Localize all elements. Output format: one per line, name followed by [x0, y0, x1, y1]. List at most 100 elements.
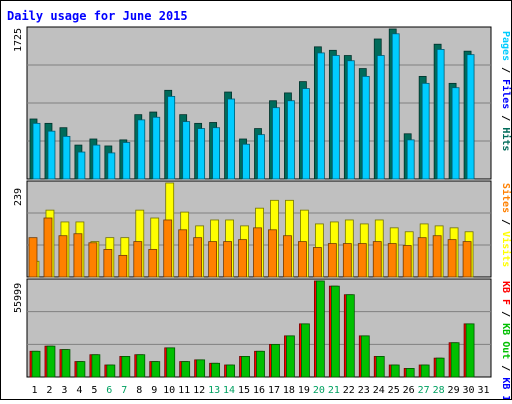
- kbytes-in-bar: [286, 335, 295, 378]
- day-label: 29: [448, 385, 460, 396]
- pages-bar: [62, 135, 71, 180]
- pages-bar: [466, 54, 475, 180]
- sites-bar: [432, 235, 442, 278]
- top-panel-legend: Pages / Files / Hits: [500, 31, 511, 151]
- day-label: 19: [298, 385, 310, 396]
- kbytes-in-bar: [315, 280, 325, 378]
- sites-bar: [327, 243, 337, 278]
- kbytes-in-bar: [465, 323, 475, 378]
- day-label: 18: [283, 385, 295, 396]
- kbytes-in-bar: [166, 347, 176, 378]
- sites-bar: [387, 243, 397, 278]
- day-label: 25: [388, 385, 400, 396]
- day-label: 20: [313, 385, 325, 396]
- pages-bar: [316, 52, 325, 180]
- day-label: 4: [76, 385, 82, 396]
- pages-bar: [47, 130, 56, 180]
- pages-bar: [227, 98, 235, 180]
- pages-bar: [32, 122, 41, 180]
- day-label: 24: [373, 385, 385, 396]
- kbytes-in-bar: [450, 342, 460, 378]
- sites-bar: [312, 247, 322, 278]
- day-label: 15: [238, 385, 250, 396]
- day-label: 30: [463, 385, 475, 396]
- sites-bar: [342, 243, 352, 278]
- sites-bar: [73, 233, 83, 278]
- sites-bar: [372, 241, 382, 278]
- kbytes-in-bar: [360, 335, 370, 378]
- day-label: 27: [418, 385, 430, 396]
- kbytes-panel: [26, 278, 492, 378]
- pages-bar: [391, 33, 400, 180]
- kbytes-in-bar: [390, 364, 400, 378]
- kbytes-in-bar: [271, 344, 280, 378]
- pages-bar: [182, 121, 191, 180]
- sites-bar: [298, 241, 307, 278]
- kbytes-in-bar: [46, 345, 56, 378]
- pages-bar: [92, 144, 101, 180]
- sites-bar: [133, 241, 143, 278]
- sites-bar: [357, 243, 367, 278]
- day-label: 17: [268, 385, 280, 396]
- pages-bar: [331, 55, 340, 180]
- sites-bar: [118, 254, 128, 278]
- top-panel-ymax-label: 1725: [13, 28, 24, 52]
- sites-bar: [223, 241, 232, 278]
- kbytes-in-bar: [76, 361, 86, 378]
- pages-bar: [242, 143, 250, 180]
- day-axis-labels: 1 2 3 4 5 6 7 8 9 10 11 12 13 14 15 16 17 18 19 20 21 22 23 24 2…: [31, 385, 489, 396]
- pages-bar: [257, 134, 265, 180]
- pages-bar: [451, 87, 460, 180]
- day-label: 28: [433, 385, 445, 396]
- sites-bar: [148, 249, 158, 278]
- kbytes-in-bar: [61, 349, 71, 378]
- day-label: 9: [151, 385, 157, 396]
- sites-bar: [208, 241, 218, 278]
- day-label: 22: [343, 385, 355, 396]
- sites-bar: [402, 245, 412, 278]
- mid-panel-legend: Sites / Visits: [500, 183, 511, 267]
- kbytes-in-bar: [345, 294, 355, 378]
- kbytes-in-bar: [301, 323, 310, 378]
- pages-bar: [77, 151, 86, 180]
- sites-bar: [417, 237, 427, 278]
- kbytes-in-bar: [226, 364, 235, 378]
- sites-bar: [103, 249, 113, 278]
- pages-bar: [361, 75, 370, 180]
- pages-bar: [346, 60, 355, 180]
- sites-bar: [462, 241, 472, 278]
- pages-bar: [122, 142, 131, 180]
- day-label: 7: [121, 385, 127, 396]
- sites-bar: [238, 239, 247, 278]
- day-label: 12: [193, 385, 205, 396]
- kbytes-in-bar: [121, 356, 131, 378]
- day-label: 14: [223, 385, 235, 396]
- kbytes-in-bar: [330, 285, 340, 378]
- kbytes-in-bar: [196, 359, 206, 378]
- chart-title: Daily usage for June 2015: [7, 9, 188, 23]
- kbytes-in-bar: [211, 362, 221, 378]
- sites-bar: [163, 219, 173, 278]
- kbytes-in-bar: [106, 364, 116, 378]
- sites-bar: [268, 229, 277, 278]
- day-label: 31: [477, 385, 489, 396]
- day-label: 5: [91, 385, 97, 396]
- hits-files-pages-panel: [26, 26, 492, 180]
- sites-bar: [253, 227, 262, 278]
- sites-bar: [178, 229, 188, 278]
- day-label: 26: [403, 385, 415, 396]
- day-label: 6: [106, 385, 112, 396]
- day-label: 2: [46, 385, 52, 396]
- kbytes-in-bar: [181, 361, 191, 378]
- day-label: 8: [136, 385, 142, 396]
- kbytes-in-bar: [420, 364, 430, 378]
- kbytes-in-bar: [241, 356, 250, 378]
- pages-bar: [107, 152, 116, 180]
- kbytes-in-bar: [256, 350, 265, 378]
- day-label: 10: [163, 385, 175, 396]
- sites-bar: [193, 237, 203, 278]
- sites-bar: [283, 235, 292, 278]
- day-label: 21: [328, 385, 340, 396]
- day-label: 13: [208, 385, 220, 396]
